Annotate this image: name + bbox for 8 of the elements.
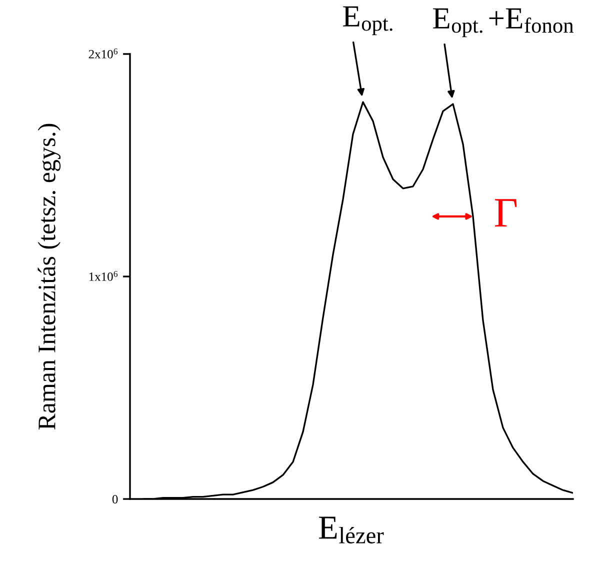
y-axis-title: Raman Intenzitás (tetsz. egys.): [38, 124, 61, 430]
y-tick-label: 2x10$^{6}$: [88, 48, 118, 58]
annotation: Γ: [495, 199, 517, 226]
text: E$_{opt.}$+E$_{fonon}$: [433, 8, 574, 38]
x-axis-title: E$_{lézer}$: [318, 516, 384, 544]
y-tick-label: 0: [112, 495, 118, 504]
text: E$_{opt.}$: [343, 6, 392, 36]
y-tick-label: 1x10$^{6}$: [89, 270, 118, 281]
